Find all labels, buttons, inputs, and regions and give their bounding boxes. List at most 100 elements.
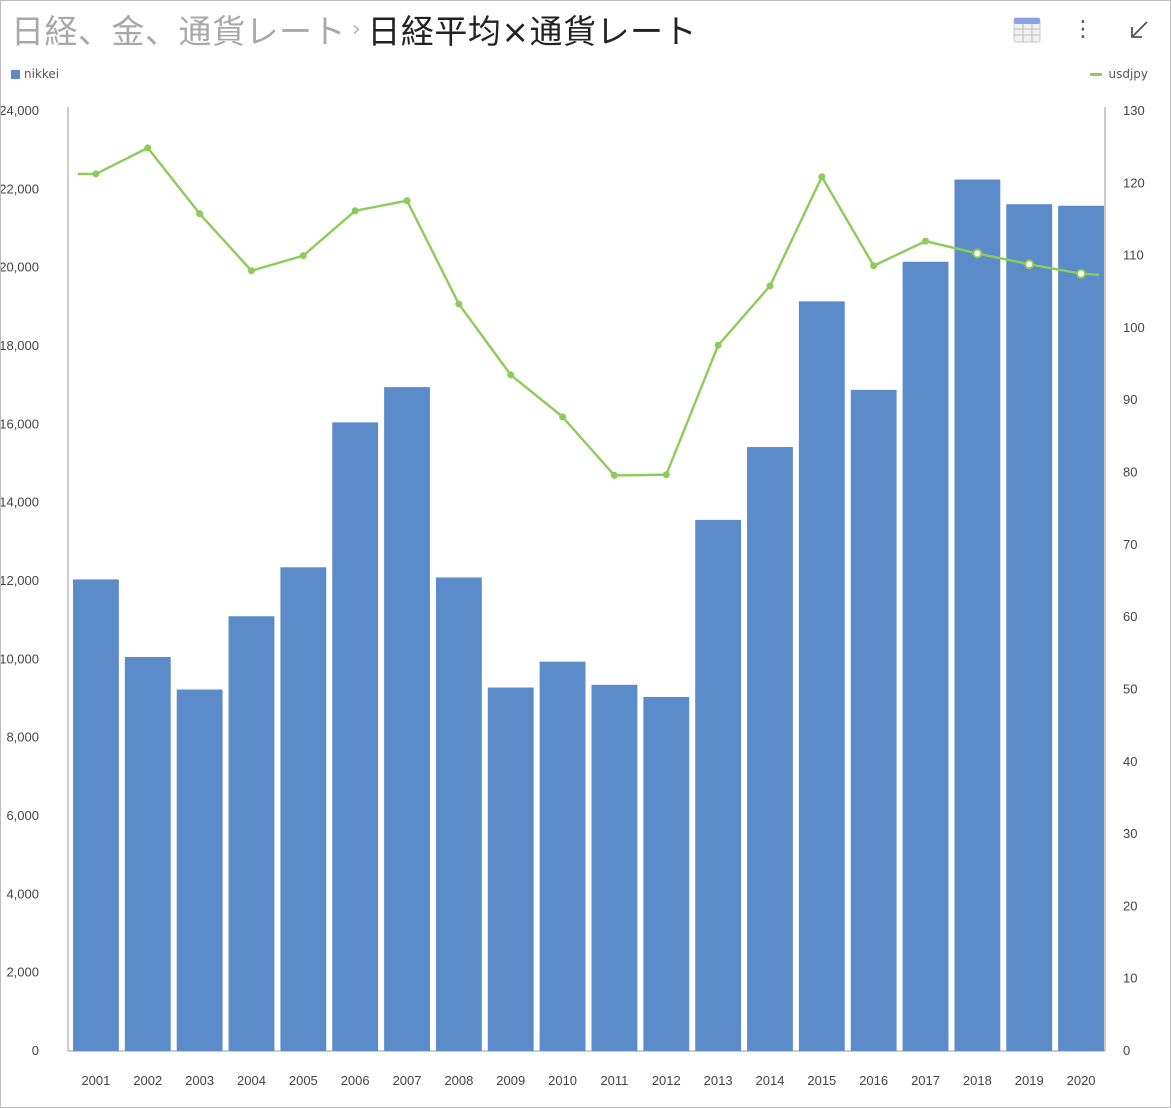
- more-options-button[interactable]: ⋮: [1066, 13, 1100, 47]
- x-tick-label: 2008: [444, 1073, 473, 1088]
- y-left-tick-label: 0: [32, 1043, 39, 1058]
- usdjpy-point-2008: [455, 300, 463, 308]
- legend-nikkei-label: nikkei: [24, 67, 60, 81]
- usdjpy-point-2010: [559, 413, 567, 421]
- y-left-tick-label: 6,000: [6, 808, 39, 823]
- x-tick-label: 2016: [859, 1073, 888, 1088]
- x-tick-label: 2002: [133, 1073, 162, 1088]
- y-right-tick-label: 10: [1123, 971, 1137, 986]
- bar-2001: [73, 579, 119, 1051]
- chart-toolbar: ⋮: [1010, 13, 1156, 47]
- usdjpy-point-2004: [247, 267, 255, 275]
- legend-bar-swatch: [11, 69, 20, 79]
- x-tick-label: 2007: [393, 1073, 422, 1088]
- y-right-tick-label: 110: [1123, 248, 1144, 263]
- usdjpy-point-2015: [818, 173, 826, 181]
- legend-nikkei[interactable]: nikkei: [11, 67, 59, 81]
- bar-2002: [124, 656, 171, 1051]
- x-tick-label: 2001: [81, 1073, 110, 1088]
- usdjpy-point-2018: [972, 248, 983, 259]
- bar-2013: [695, 519, 742, 1051]
- usdjpy-point-2003: [196, 210, 204, 218]
- x-tick-label: 2014: [756, 1073, 785, 1088]
- x-tick-label: 2015: [807, 1073, 836, 1088]
- usdjpy-point-2007: [403, 197, 411, 205]
- y-right-tick-label: 30: [1123, 826, 1137, 841]
- x-tick-label: 2020: [1067, 1073, 1096, 1088]
- x-tick-label: 2011: [600, 1073, 628, 1088]
- usdjpy-point-2006: [351, 207, 359, 215]
- collapse-button[interactable]: [1122, 13, 1156, 47]
- y-left-tick-label: 24,000: [1, 103, 39, 118]
- legend-line-swatch: [1090, 72, 1103, 76]
- legend-usdjpy-label: usdjpy: [1108, 67, 1148, 81]
- x-tick-label: 2012: [652, 1073, 681, 1088]
- y-right-tick-label: 120: [1123, 175, 1145, 190]
- usdjpy-point-2020: [1076, 268, 1087, 279]
- table-icon: [1013, 17, 1041, 43]
- x-tick-label: 2013: [704, 1073, 733, 1088]
- x-tick-label: 2004: [237, 1073, 266, 1088]
- bar-2011: [591, 684, 638, 1051]
- x-tick-label: 2003: [185, 1073, 214, 1088]
- y-right-tick-label: 80: [1123, 465, 1137, 480]
- x-tick-label: 2005: [289, 1073, 318, 1088]
- bar-2016: [850, 389, 897, 1051]
- usdjpy-point-2013: [714, 341, 722, 349]
- y-left-tick-label: 2,000: [6, 965, 39, 980]
- usdjpy-point-2016: [870, 262, 878, 270]
- y-left-tick-label: 18,000: [1, 338, 39, 353]
- usdjpy-point-2002: [144, 144, 152, 152]
- kebab-menu-icon: ⋮: [1072, 17, 1094, 42]
- y-right-tick-label: 100: [1123, 320, 1145, 335]
- usdjpy-point-2019: [1024, 259, 1035, 270]
- y-left-tick-label: 20,000: [1, 260, 39, 275]
- y-right-tick-label: 40: [1123, 754, 1137, 769]
- x-tick-label: 2009: [496, 1073, 525, 1088]
- usdjpy-point-2011: [610, 471, 618, 479]
- y-right-tick-label: 60: [1123, 609, 1137, 624]
- usdjpy-line: [78, 146, 1100, 477]
- usdjpy-point-2001: [92, 170, 100, 178]
- page-title: 日経平均×通貨レート: [367, 12, 697, 51]
- arrow-down-left-icon: [1131, 21, 1148, 38]
- x-tick-label: 2018: [963, 1073, 992, 1088]
- y-right-tick-label: 50: [1123, 681, 1137, 696]
- bar-2009: [487, 687, 534, 1051]
- y-left-tick-label: 16,000: [1, 416, 39, 431]
- breadcrumb-separator: ›: [352, 16, 362, 42]
- usdjpy-point-2017: [922, 237, 930, 245]
- y-left-tick-label: 22,000: [1, 181, 39, 196]
- y-right-tick-label: 130: [1123, 103, 1145, 118]
- y-right-tick-label: 0: [1123, 1043, 1130, 1058]
- usdjpy-point-2012: [662, 471, 670, 479]
- y-left-tick-label: 12,000: [1, 573, 39, 588]
- x-tick-label: 2006: [341, 1073, 370, 1088]
- bar-2006: [332, 422, 379, 1051]
- bar-2014: [747, 447, 793, 1051]
- x-tick-label: 2019: [1015, 1073, 1044, 1088]
- bar-2019: [1006, 204, 1053, 1051]
- bar-2018: [954, 179, 1001, 1051]
- y-right-tick-label: 20: [1123, 898, 1137, 913]
- bar-2008: [435, 577, 482, 1051]
- y-left-tick-label: 8,000: [6, 730, 39, 745]
- bar-2007: [384, 387, 430, 1051]
- y-left-tick-label: 4,000: [6, 886, 39, 901]
- breadcrumb-parent-link[interactable]: 日経、金、通貨レート: [11, 12, 346, 51]
- table-view-button[interactable]: [1010, 13, 1044, 47]
- bar-2012: [643, 696, 690, 1051]
- bar-2010: [539, 661, 586, 1051]
- y-left-tick-label: 10,000: [1, 651, 39, 666]
- y-right-tick-label: 70: [1123, 537, 1137, 552]
- bar-2005: [280, 567, 327, 1051]
- legend-usdjpy[interactable]: usdjpy: [1090, 67, 1148, 81]
- bar-2003: [176, 689, 223, 1051]
- bar-2015: [798, 301, 845, 1052]
- bar-2020: [1058, 205, 1104, 1052]
- usdjpy-point-2014: [766, 282, 774, 290]
- x-tick-label: 2017: [911, 1073, 940, 1088]
- y-left-tick-label: 14,000: [1, 495, 39, 510]
